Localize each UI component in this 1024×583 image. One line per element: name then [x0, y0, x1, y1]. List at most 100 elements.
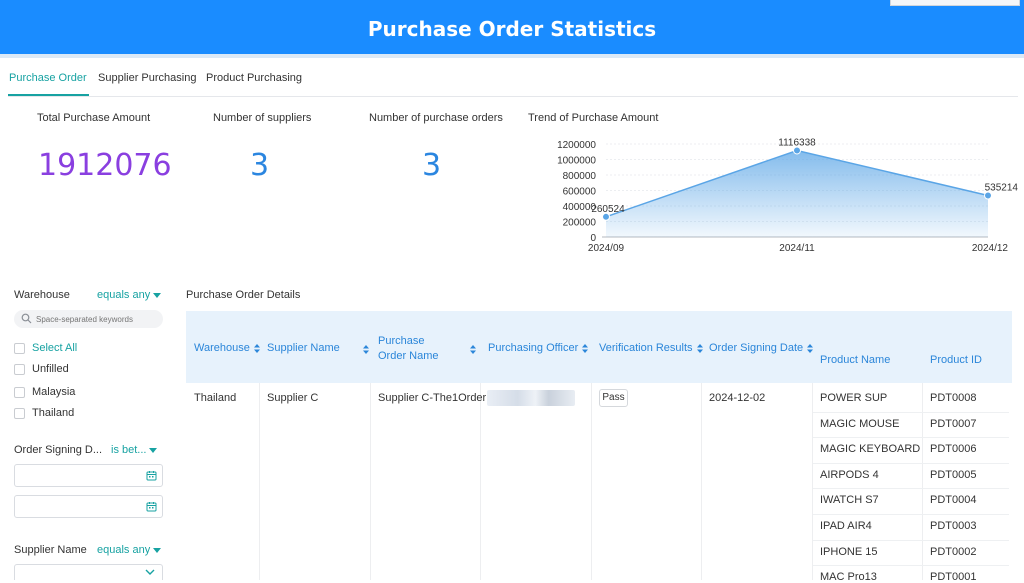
cell-warehouse: Thailand [194, 392, 237, 404]
row-divider [813, 488, 1009, 489]
filter-label-supplier-name: Supplier Name [14, 544, 87, 556]
filter-operator-text: equals any [97, 289, 151, 301]
checkbox-malaysia[interactable]: Malaysia [14, 384, 75, 400]
y-tick-label: 800000 [563, 171, 597, 182]
kpi-value-suppliers: 3 [250, 148, 270, 183]
data-point [984, 191, 992, 200]
cell-product-name: IPAD AIR4 [820, 520, 872, 532]
row-divider [813, 514, 1009, 515]
column-divider [480, 383, 481, 580]
checkbox-box[interactable] [14, 407, 25, 419]
y-tick-label: 600000 [563, 187, 597, 198]
col-header-label: Purchasing Officer [488, 342, 579, 354]
status-badge: Pass [599, 389, 628, 407]
cell-product-id: PDT0003 [930, 520, 977, 532]
cell-product-id: PDT0002 [930, 546, 977, 558]
details-title: Purchase Order Details [186, 289, 301, 301]
date-from-input[interactable] [14, 464, 163, 487]
date-to-input[interactable] [14, 495, 163, 518]
checkbox-label: Unfilled [32, 363, 69, 375]
calendar-icon[interactable] [146, 470, 157, 481]
kpi-label-suppliers: Number of suppliers [213, 112, 312, 124]
sort-icon[interactable] [363, 345, 369, 354]
col-header-signing-date[interactable]: Order Signing Date [709, 342, 814, 354]
sort-icon[interactable] [582, 343, 589, 353]
calendar-icon[interactable] [146, 501, 157, 512]
cell-product-id: PDT0008 [930, 392, 977, 404]
data-label: 535214 [985, 183, 1019, 194]
row-divider [813, 437, 1009, 438]
cell-signing-date: 2024-12-02 [709, 392, 766, 404]
cell-product-name: MAGIC KEYBOARD [820, 443, 921, 455]
window-control-strip[interactable] [890, 0, 1020, 6]
col-header-product-id[interactable]: Product ID [930, 354, 982, 366]
warehouse-search-input[interactable] [36, 312, 156, 326]
x-tick-label: 2024/11 [779, 243, 815, 254]
cell-product-id: PDT0004 [930, 494, 977, 506]
x-tick-label: 2024/09 [588, 243, 625, 254]
kpi-value-orders: 3 [422, 148, 442, 183]
tab-product-purchasing[interactable]: Product Purchasing [206, 72, 302, 84]
col-header-warehouse[interactable]: Warehouse [194, 342, 260, 354]
col-header-verification[interactable]: Verification Results [599, 342, 703, 354]
row-divider [813, 463, 1009, 464]
col-header-label: Warehouse [194, 342, 250, 354]
redacted-officer [487, 390, 575, 406]
area-fill [606, 150, 988, 237]
checkbox-unfilled[interactable]: Unfilled [14, 361, 69, 377]
y-tick-label: 1200000 [557, 140, 596, 151]
filter-operator-order-signing-date[interactable]: is bet... [111, 444, 158, 456]
sort-icon[interactable] [807, 343, 814, 353]
checkbox-box[interactable] [14, 363, 25, 375]
row-divider [813, 540, 1009, 541]
checkbox-label: Select All [32, 342, 78, 354]
search-icon [21, 313, 32, 324]
page-header: Purchase Order Statistics [0, 0, 1024, 58]
tab-bar: Purchase Order Supplier Purchasing Produ… [8, 64, 1018, 97]
chart-title: Trend of Purchase Amount [528, 112, 659, 124]
data-point [793, 146, 801, 155]
checkbox-box[interactable] [14, 386, 25, 398]
column-divider [370, 383, 371, 580]
page-title: Purchase Order Statistics [367, 17, 657, 41]
column-divider [701, 383, 702, 580]
supplier-name-select[interactable] [14, 564, 163, 580]
col-header-purchasing-officer[interactable]: Purchasing Officer [488, 342, 589, 354]
cell-supplier-name: Supplier C [267, 392, 319, 404]
cell-product-name: IPHONE 15 [820, 546, 878, 558]
sort-icon[interactable] [696, 343, 703, 353]
col-header-po-name[interactable]: Purchase Order Name [378, 335, 439, 362]
tab-purchase-order[interactable]: Purchase Order [9, 72, 87, 84]
checkbox-box[interactable] [14, 342, 25, 354]
column-divider [812, 383, 813, 580]
col-header-supplier-name[interactable]: Supplier Name [267, 342, 369, 354]
row-divider [813, 565, 1009, 566]
x-tick-label: 2024/12 [972, 243, 1009, 254]
active-tab-indicator [8, 94, 89, 96]
col-header-label: Order Signing Date [709, 342, 804, 354]
checkbox-select-all[interactable]: Select All [14, 340, 77, 356]
caret-down-icon [153, 547, 162, 553]
cell-po-name: Supplier C-The1Order [378, 392, 487, 404]
column-divider [591, 383, 592, 580]
cell-product-id: PDT0007 [930, 418, 977, 430]
warehouse-search[interactable] [14, 310, 163, 328]
row-divider [813, 412, 1009, 413]
trend-chart: 0 200000 400000 600000 800000 1000000 1200000 2… [557, 137, 1019, 254]
checkbox-label: Malaysia [32, 386, 76, 398]
col-header-product-name[interactable]: Product Name [820, 354, 891, 366]
filter-label-warehouse: Warehouse [14, 289, 70, 301]
cell-product-name: POWER SUP [820, 392, 888, 404]
cell-product-id: PDT0005 [930, 469, 977, 481]
filter-operator-warehouse[interactable]: equals any [97, 289, 162, 301]
checkbox-thailand[interactable]: Thailand [14, 405, 74, 421]
y-tick-label: 200000 [563, 218, 597, 229]
tab-supplier-purchasing[interactable]: Supplier Purchasing [98, 72, 197, 84]
sort-icon[interactable] [253, 343, 260, 353]
kpi-label-orders: Number of purchase orders [369, 112, 503, 124]
column-divider [922, 383, 923, 580]
filter-operator-supplier-name[interactable]: equals any [97, 544, 162, 556]
cell-product-name: AIRPODS 4 [820, 469, 879, 481]
data-label: 1116338 [778, 137, 816, 148]
sort-icon[interactable] [470, 345, 476, 354]
